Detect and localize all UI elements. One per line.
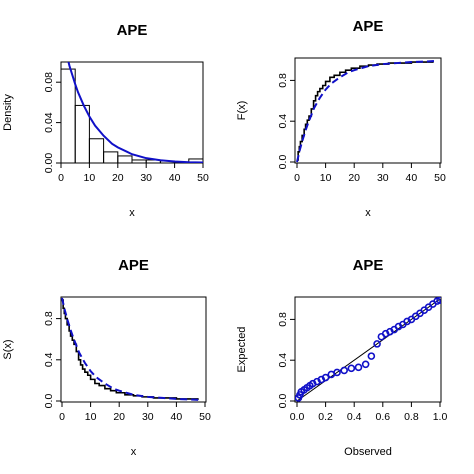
y-tick-label: 0.8 [43,311,55,326]
x-tick-label: 0.6 [375,411,390,423]
y-tick-label: 0.04 [43,112,55,133]
y-tick-label: 0.0 [277,394,289,409]
y-tick-label: 0.8 [277,73,289,88]
series-group [296,60,435,163]
histogram-bar [103,151,119,163]
fitted-distribution-line [296,60,435,163]
plot-frame [294,296,442,403]
series-group [61,297,200,401]
pp-point [361,360,370,369]
plot-frame [60,61,204,164]
y-tick-label: 0.0 [43,394,55,409]
y-axis-label: Expected [236,327,248,373]
x-tick-label: 30 [142,411,154,423]
histogram-bar [131,159,147,163]
x-axis-label: x [131,446,137,458]
histogram-bar [61,68,76,163]
empirical-step-line [297,61,434,161]
x-tick-label: 20 [348,172,360,184]
series-group [295,297,441,402]
histogram-bar [117,155,133,163]
x-tick-label: 10 [84,172,96,184]
x-tick-label: 0 [59,411,65,423]
plot-frame [294,57,442,164]
y-tick-label: 0.00 [43,153,55,174]
x-tick-label: 0.4 [347,411,362,423]
survival-panel: APE 0 10 20 30 40 50 0.0 0.4 0.8 x S(x) [2,257,211,458]
y-axis-label: F(x) [236,101,248,121]
y-tick-label: 0.4 [277,353,289,368]
x-axis-label: x [129,207,135,219]
pp-panel: APE 0.0 0.2 0.4 0.6 0.8 1.0 0.0 0.4 0.8 Observed Ex… [236,257,447,458]
x-tick-label: 30 [377,172,389,184]
x-tick-label: 0 [58,172,64,184]
y-tick-label: 0.0 [277,155,289,170]
x-tick-label: 20 [113,411,125,423]
pp-point [436,297,441,304]
chart-title: APE [118,257,149,274]
pp-point [354,363,363,372]
x-tick-label: 10 [85,411,97,423]
chart-title: APE [353,18,384,35]
y-tick-label: 0.4 [277,114,289,129]
x-axis-label: x [365,207,371,219]
pp-point [347,364,356,373]
x-tick-label: 50 [197,172,209,184]
x-tick-label: 40 [406,172,418,184]
histogram-bar [188,158,203,163]
pp-point [373,340,381,348]
x-tick-label: 1.0 [433,411,448,423]
pp-point [340,366,348,375]
pp-point [367,352,376,360]
fitted-density-curve [67,62,203,163]
pp-point [333,368,341,377]
y-tick-label: 0.4 [43,352,55,367]
reference-line [296,298,441,402]
empirical-step-line [62,299,199,400]
y-tick-label: 0.08 [43,72,55,93]
x-tick-label: 0.2 [318,411,333,423]
plot-frame [60,296,207,403]
histogram-bar [88,138,105,163]
density-panel: APE 0 10 20 30 40 50 0.00 0.04 0.08 x Density [2,22,209,219]
x-axis-label: Observed [344,446,392,458]
y-axis-label: S(x) [2,339,14,359]
x-tick-label: 10 [320,172,332,184]
y-tick-label: 0.8 [277,312,289,327]
x-tick-label: 0.0 [290,411,305,423]
x-tick-label: 20 [112,172,124,184]
x-tick-label: 50 [434,172,446,184]
fitted-distribution-line [61,297,200,401]
histogram-bar [74,104,90,163]
series-group [61,62,203,163]
cdf-panel: APE 0 10 20 30 40 50 0.0 0.4 0.8 x F(x) [236,18,446,219]
y-axis-label: Density [2,94,14,131]
chart-title: APE [353,257,384,274]
x-tick-label: 30 [140,172,152,184]
pp-point [321,373,330,382]
x-tick-label: 0.8 [404,411,419,423]
x-tick-label: 40 [171,411,183,423]
chart-title: APE [117,22,148,39]
x-tick-label: 40 [169,172,181,184]
x-tick-label: 0 [294,172,300,184]
x-tick-label: 50 [199,411,211,423]
